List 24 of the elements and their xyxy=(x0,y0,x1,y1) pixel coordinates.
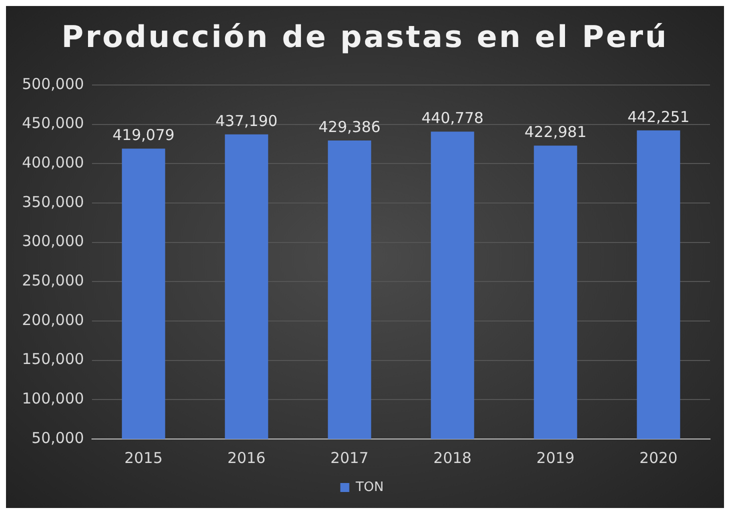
y-tick-label: 100,000 xyxy=(22,390,84,408)
y-tick-label: 350,000 xyxy=(22,192,84,211)
y-tick-label: 500,000 xyxy=(22,74,84,93)
legend-label: TON xyxy=(354,480,384,495)
x-tick-label: 2018 xyxy=(433,448,472,467)
y-tick-label: 450,000 xyxy=(22,114,84,132)
x-tick-label: 2019 xyxy=(536,448,575,467)
data-label: 440,778 xyxy=(421,108,484,127)
data-label: 437,190 xyxy=(216,112,278,130)
y-tick-label: 150,000 xyxy=(22,350,84,368)
y-tick-label: 250,000 xyxy=(22,272,84,290)
x-tick-label: 2016 xyxy=(227,448,266,467)
x-tick-label: 2015 xyxy=(124,448,163,467)
data-label: 422,981 xyxy=(524,122,587,141)
y-tick-label: 50,000 xyxy=(32,428,84,447)
y-tick-label: 200,000 xyxy=(22,310,84,329)
data-label: 419,079 xyxy=(112,126,175,144)
chart-title: Producción de pastas en el Perú xyxy=(60,20,670,55)
y-tick-label: 300,000 xyxy=(22,232,84,250)
x-tick-label: 2017 xyxy=(330,448,369,467)
y-tick-label: 400,000 xyxy=(22,154,84,172)
data-label: 442,251 xyxy=(627,108,690,126)
x-tick-label: 2020 xyxy=(639,448,678,467)
data-label: 429,386 xyxy=(318,118,381,136)
